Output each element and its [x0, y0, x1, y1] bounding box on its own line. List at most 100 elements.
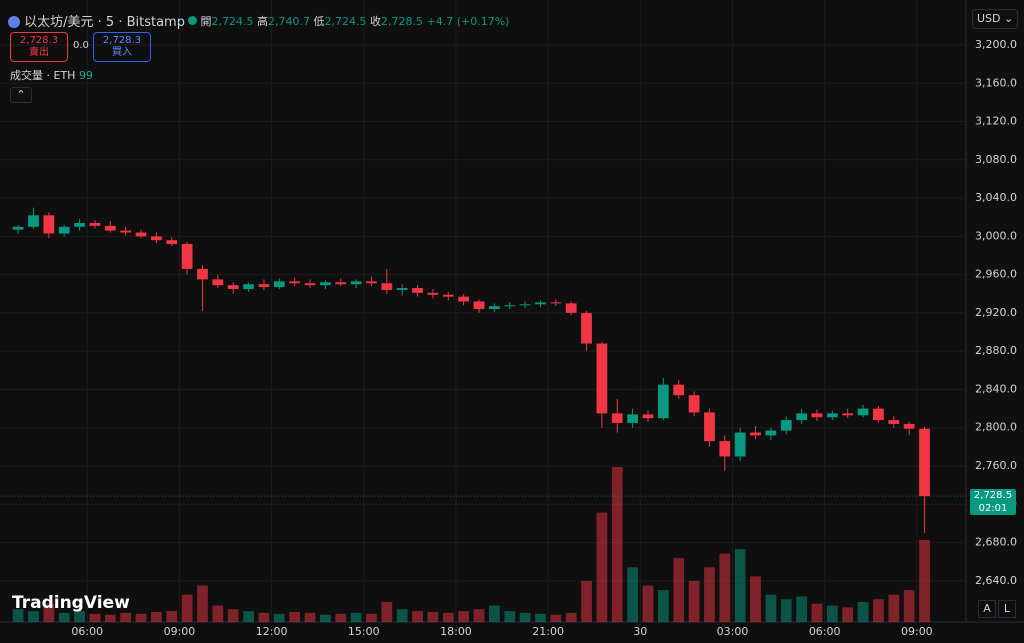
candle-body	[719, 441, 731, 457]
buy-price: 2,728.3	[102, 35, 142, 46]
volume-bar	[28, 611, 39, 622]
y-tick-label: 2,760.0	[975, 459, 1017, 472]
volume-value: 99	[78, 69, 93, 82]
candle-body	[458, 296, 470, 302]
eth-icon	[8, 16, 20, 28]
candle-body	[120, 230, 132, 233]
volume-bar	[888, 594, 900, 622]
volume-bar	[627, 567, 639, 622]
volume-bar	[58, 612, 70, 622]
candle-body	[43, 215, 55, 234]
candle-body	[320, 282, 331, 286]
candle-body	[919, 428, 930, 497]
volume-bar	[657, 590, 669, 622]
volume-bar	[350, 612, 362, 622]
currency-button[interactable]: USD ⌄	[972, 9, 1018, 29]
candle-body	[58, 226, 70, 234]
candle-body	[396, 288, 408, 290]
candle-body	[151, 236, 162, 241]
candle-body	[796, 413, 807, 421]
y-tick-label: 2,960.0	[975, 268, 1017, 281]
volume-bar	[304, 612, 316, 622]
volume-bar	[151, 611, 162, 622]
x-tick-label: 15:00	[348, 625, 380, 638]
candle-body	[227, 285, 239, 289]
y-tick-label: 3,000.0	[975, 229, 1017, 242]
x-tick-label: 09:00	[901, 625, 933, 638]
close: 2,728.5	[381, 15, 423, 28]
symbol-title[interactable]: 以太坊/美元 · 5 · Bitstamp	[8, 11, 185, 30]
y-tick-label: 3,080.0	[975, 153, 1017, 166]
volume-bar	[719, 553, 731, 622]
x-tick-label: 06:00	[809, 625, 841, 638]
close-label: 收	[370, 15, 381, 28]
volume-bar	[335, 613, 347, 622]
candle-body	[888, 420, 900, 424]
volume-bar	[74, 611, 85, 622]
y-tick-label: 2,880.0	[975, 344, 1017, 357]
candle-body	[381, 283, 393, 290]
candle-body	[243, 284, 254, 289]
volume-bar	[442, 612, 454, 622]
volume-bar	[320, 614, 331, 622]
ohlc: 開2,724.5 高2,740.7 低2,724.5 收2,728.5 +4.7…	[188, 13, 509, 29]
volume-bar	[227, 609, 239, 622]
log-button[interactable]: L	[998, 600, 1016, 618]
collapse-button[interactable]: ⌃	[10, 87, 32, 103]
volume-bar	[780, 599, 792, 622]
volume-bar	[535, 613, 546, 622]
candle-body	[504, 305, 516, 307]
candle-body	[550, 302, 562, 304]
volume-bar	[673, 558, 685, 622]
x-tick-label: 18:00	[440, 625, 472, 638]
candle-body	[704, 412, 715, 442]
x-tick-label: 21:00	[532, 625, 564, 638]
candle-body	[488, 306, 500, 310]
candle-body	[350, 281, 362, 285]
candle-body	[535, 302, 546, 305]
change: +4.7 (+0.17%)	[426, 15, 510, 28]
candle-body	[412, 288, 423, 293]
candle-body	[304, 283, 316, 286]
volume-bar	[796, 596, 807, 622]
low-label: 低	[313, 15, 325, 28]
volume-bar	[166, 611, 178, 622]
candle-body	[857, 408, 869, 416]
volume-bar	[181, 594, 193, 622]
volume-bar	[104, 614, 116, 622]
auto-button[interactable]: A	[978, 600, 996, 618]
volume-bar	[243, 611, 254, 622]
volume-bar	[642, 585, 654, 622]
y-tick-label: 2,800.0	[975, 421, 1017, 434]
candle-body	[750, 432, 761, 436]
candle-body	[734, 432, 746, 457]
candle-body	[212, 279, 224, 286]
brand-logo: TradingView	[12, 593, 130, 613]
candle-body	[565, 303, 577, 313]
x-tick-label: 12:00	[256, 625, 288, 638]
x-tick-label: 30	[633, 625, 647, 638]
volume-bar	[519, 612, 531, 622]
candle-body	[642, 414, 654, 419]
volume-bar	[826, 605, 838, 622]
buy-button[interactable]: 2,728.3 買入	[93, 32, 151, 62]
high-label: 高	[257, 15, 268, 28]
candle-body	[135, 232, 147, 237]
spread: 0.0	[73, 40, 89, 51]
volume-bar	[842, 607, 854, 622]
candle-body	[442, 294, 454, 297]
volume-bar	[581, 580, 592, 622]
candle-body	[673, 384, 685, 396]
x-tick-label: 03:00	[717, 625, 749, 638]
candle-body	[104, 225, 116, 231]
candle-body	[74, 222, 85, 227]
currency: USD	[977, 12, 1001, 25]
candle-body	[258, 284, 270, 288]
y-tick-label: 2,920.0	[975, 306, 1017, 319]
volume-bar	[750, 576, 761, 622]
volume-bar	[903, 590, 915, 622]
candle-body	[780, 420, 792, 431]
volume-bar	[289, 611, 301, 622]
sell-button[interactable]: 2,728.3 賣出	[10, 32, 68, 62]
